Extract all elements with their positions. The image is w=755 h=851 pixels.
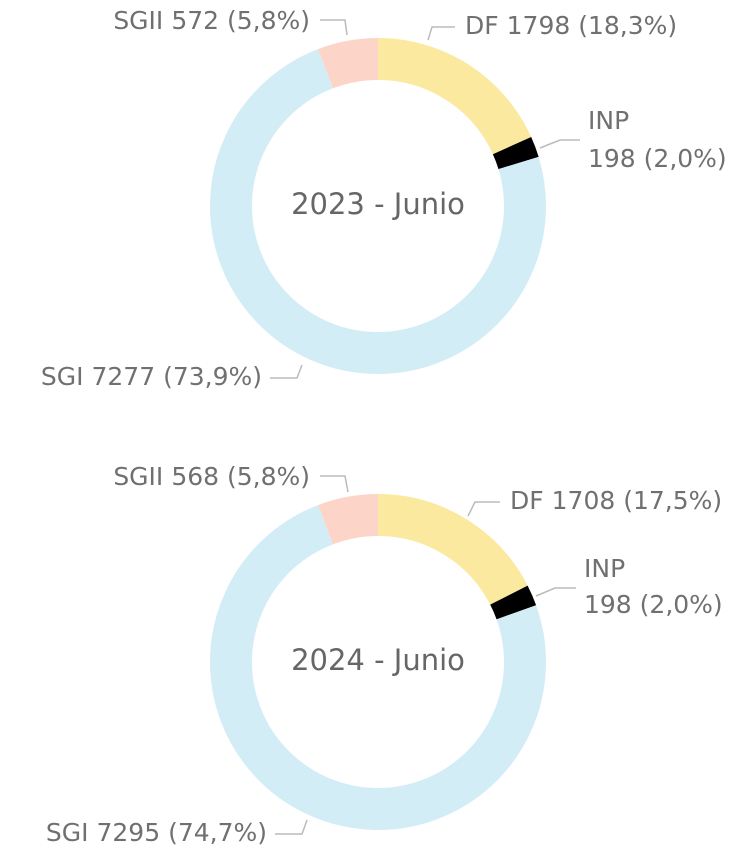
chart-title: 2023 - Junio bbox=[291, 187, 465, 221]
donut-slice bbox=[377, 38, 532, 155]
slice-label-group: DF 1798 (18,3%) bbox=[465, 11, 677, 40]
slice-value-label: 7277 (73,9%) bbox=[92, 362, 263, 391]
slice-label-group: SGI 7277 (73,9%) bbox=[41, 362, 262, 391]
donut-slice bbox=[492, 136, 539, 170]
slice-label: SGI bbox=[46, 818, 89, 847]
donut-slice bbox=[317, 494, 379, 545]
leader-line bbox=[539, 139, 580, 149]
slice-label: INP bbox=[584, 554, 625, 583]
slice-label-group: SGII 572 (5,8%) bbox=[113, 6, 310, 35]
slice-label-group: SGII 568 (5,8%) bbox=[113, 462, 310, 491]
slice-label: SGI bbox=[41, 362, 84, 391]
slice-label: INP bbox=[588, 106, 629, 135]
leader-line bbox=[535, 587, 576, 597]
leader-line bbox=[320, 475, 349, 493]
leader-line bbox=[270, 364, 303, 379]
slice-label-group: DF 1708 (17,5%) bbox=[510, 486, 722, 515]
leader-line bbox=[427, 26, 455, 41]
slice-value-label: 7295 (74,7%) bbox=[97, 818, 268, 847]
slice-label-group: SGI 7295 (74,7%) bbox=[46, 818, 267, 847]
leader-line bbox=[320, 19, 348, 36]
slice-label: SGII bbox=[113, 462, 163, 491]
donut-slice bbox=[210, 49, 546, 374]
donut-slice bbox=[377, 494, 528, 606]
donut-slice bbox=[210, 505, 546, 830]
donut-slice bbox=[490, 585, 537, 620]
slice-value-label: 1708 (17,5%) bbox=[552, 486, 723, 515]
donut-slice bbox=[318, 38, 379, 89]
slice-value-label: 568 (5,8%) bbox=[171, 462, 310, 491]
slice-value-label: 198 (2,0%) bbox=[588, 144, 727, 173]
leader-line bbox=[275, 819, 308, 835]
leader-line bbox=[467, 501, 500, 517]
slice-label: DF bbox=[465, 11, 499, 40]
slice-label: DF bbox=[510, 486, 544, 515]
slice-value-label: 198 (2,0%) bbox=[584, 590, 723, 619]
chart-title: 2024 - Junio bbox=[291, 643, 465, 677]
slice-value-label: 572 (5,8%) bbox=[171, 6, 310, 35]
slice-label: SGII bbox=[113, 6, 163, 35]
slice-value-label: 1798 (18,3%) bbox=[507, 11, 678, 40]
